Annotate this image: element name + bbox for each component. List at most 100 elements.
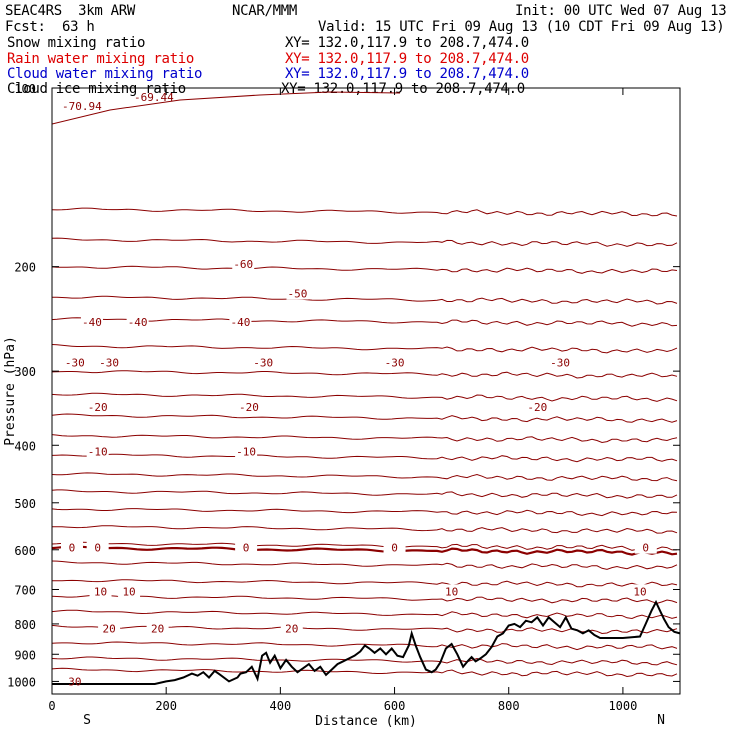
isotherm-label: -30 [385,356,405,369]
isotherm-line [52,541,677,551]
isotherm-label-bg [80,315,103,329]
isotherm-line [52,525,678,534]
isotherm-label-bg [235,540,258,554]
isotherm-label-bg [252,355,275,369]
organization: NCAR/MMM [232,3,298,19]
field-xy-rain: XY= 132.0,117.9 to 208.7,474.0 [285,51,529,67]
isotherm-line [52,207,678,217]
x-tick-label: 600 [384,699,406,713]
isotherm-label: -20 [527,401,547,414]
y-tick-label: 500 [14,497,36,511]
isotherm-label-bg [118,584,141,598]
isotherm-line [52,265,678,274]
south-label: S [83,713,91,728]
isotherm-label-bg [126,315,149,329]
isotherm-label-bg [60,540,83,554]
field-xy-cloud-water: XY= 132.0,117.9 to 208.7,474.0 [285,66,529,82]
isotherm-label: -30 [550,356,570,369]
axes-layer [51,87,681,695]
field-name-cloud-water: Cloud water mixing ratio [7,66,203,82]
isotherm-line [52,413,678,423]
isotherm-label: -20 [239,401,259,414]
isotherm-label: -30 [99,356,119,369]
isotherm-zero-line [52,545,678,556]
isotherm-line [52,295,678,305]
isotherm-line [52,656,678,666]
north-label: N [657,713,665,728]
isotherm-label-bg [629,584,652,598]
isotherm-label: -50 [288,288,308,301]
isotherm-label-bg [549,355,572,369]
forecast-label: Fcst: [5,19,46,35]
isotherm-label-bg [383,355,406,369]
isotherm-label-bg [89,584,112,598]
isotherm-label-bg [98,355,121,369]
isotherm-label: -20 [88,401,108,414]
y-tick-label: 700 [14,584,36,598]
isotherm-label-bg [232,257,255,271]
isotherm-line [52,434,678,444]
isotherm-label-bg [286,286,309,300]
isotherm-line [52,472,678,482]
isotherm-label-bg [280,621,303,635]
y-tick-label: 1000 [7,675,36,689]
isotherm-label: 0 [391,542,398,555]
isotherm-label: 0 [69,542,76,555]
isotherm-label-bg [526,400,549,414]
isotherm-label: 0 [243,542,250,555]
isotherm-label: 10 [122,585,135,598]
isotherm-label-bg [63,355,86,369]
field-name-snow: Snow mixing ratio [7,35,146,51]
isotherm-line [52,508,678,517]
isotherm-label-bg [86,444,109,458]
y-tick-label: 400 [14,439,36,453]
isotherm-line [52,370,678,379]
isotherm-line [52,579,678,588]
plot-frame [51,87,681,695]
init-time: Init: 00 UTC Wed 07 Aug 13 [515,3,727,19]
isotherm-line [52,594,678,604]
isotherm-line [52,344,678,354]
isotherm-line [52,667,678,678]
isotherm-label: 20 [285,623,298,636]
x-tick-label: 0 [48,699,55,713]
model-name: SEAC4RS 3km ARW [5,3,136,19]
isotherm-label-bg [86,400,109,414]
field-name-cloud-ice: Cloud ice mixing ratio [7,81,186,97]
isotherm-label: 10 [633,585,646,598]
isotherm-line [52,489,678,499]
y-tick-label: 200 [14,261,36,275]
field-name-rain: Rain water mixing ratio [7,51,194,67]
isotherm-line [52,317,678,327]
isotherm-label: 20 [151,623,164,636]
isotherm-label-bg [229,315,252,329]
y-tick-label: 600 [14,544,36,558]
isotherm-label-bg [634,540,657,554]
isotherm-line [52,560,678,570]
extreme-max-label: -69.44 [134,91,174,104]
isotherm-label-bg [146,621,169,635]
y-tick-label: 800 [14,618,36,632]
isotherm-label: 0 [642,542,649,555]
y-tick-label: 100 [14,82,36,96]
isotherm-label: -30 [253,356,273,369]
isotherm-label-bg [440,584,463,598]
isotherm-label-bg [383,540,406,554]
y-tick-label: 900 [14,648,36,662]
isotherm-label: 10 [445,585,458,598]
isotherm-label: 20 [102,623,115,636]
isotherm-label: -40 [128,316,148,329]
forecast-hours: 63 h [62,19,95,35]
isotherm-line [52,453,678,463]
terrain-line [52,599,681,685]
x-tick-label: 200 [155,699,177,713]
isotherm-line [52,609,678,620]
terrain-layer [52,599,681,685]
x-tick-label: 1000 [608,699,637,713]
isotherm-label: -40 [230,316,250,329]
isotherm-label-bg [235,444,258,458]
isotherm-label: 30 [68,675,81,688]
isotherm-layer [52,91,678,688]
